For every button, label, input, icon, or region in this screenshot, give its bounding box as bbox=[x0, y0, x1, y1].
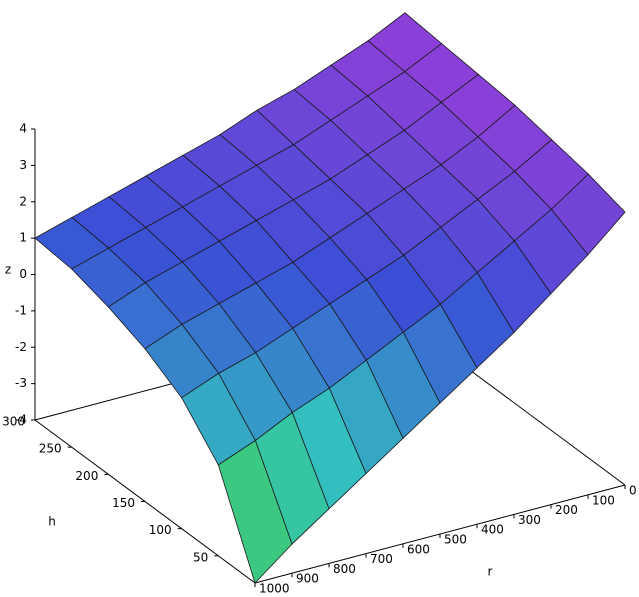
z-tick-label: 4 bbox=[19, 122, 27, 136]
x-axis-label: r bbox=[488, 565, 493, 579]
y-tick-label: 150 bbox=[112, 496, 135, 510]
z-tick-label: -4 bbox=[15, 413, 27, 427]
y-tick-label: 200 bbox=[75, 469, 98, 483]
y-tick-label: 300 bbox=[2, 415, 25, 429]
y-tick-label: 50 bbox=[193, 550, 208, 564]
x-tick-label: 900 bbox=[296, 572, 319, 586]
y-tick-label: 100 bbox=[149, 523, 172, 537]
surface-cell bbox=[217, 439, 293, 584]
z-tick-label: 1 bbox=[19, 231, 27, 245]
z-tick-label: -3 bbox=[15, 376, 27, 390]
z-axis-label: z bbox=[5, 263, 11, 277]
y-tick-label: 250 bbox=[39, 442, 62, 456]
x-tick-label: 800 bbox=[333, 562, 356, 576]
x-tick-label: 700 bbox=[370, 552, 393, 566]
z-tick-label: 2 bbox=[19, 194, 27, 208]
x-tick-label: 400 bbox=[481, 523, 504, 537]
x-tick-label: 1000 bbox=[259, 582, 290, 596]
y-axis-label: h bbox=[48, 515, 56, 529]
x-tick-label: 300 bbox=[518, 513, 541, 527]
x-tick-label: 200 bbox=[555, 503, 578, 517]
x-tick-label: 0 bbox=[629, 484, 637, 498]
z-tick-label: -2 bbox=[15, 340, 27, 354]
x-tick-label: 500 bbox=[444, 533, 467, 547]
z-tick-label: -1 bbox=[15, 303, 27, 317]
x-tick-label: 600 bbox=[407, 542, 430, 556]
z-tick-label: 0 bbox=[19, 267, 27, 281]
x-tick-label: 100 bbox=[592, 493, 615, 507]
z-tick-label: 3 bbox=[19, 158, 27, 172]
